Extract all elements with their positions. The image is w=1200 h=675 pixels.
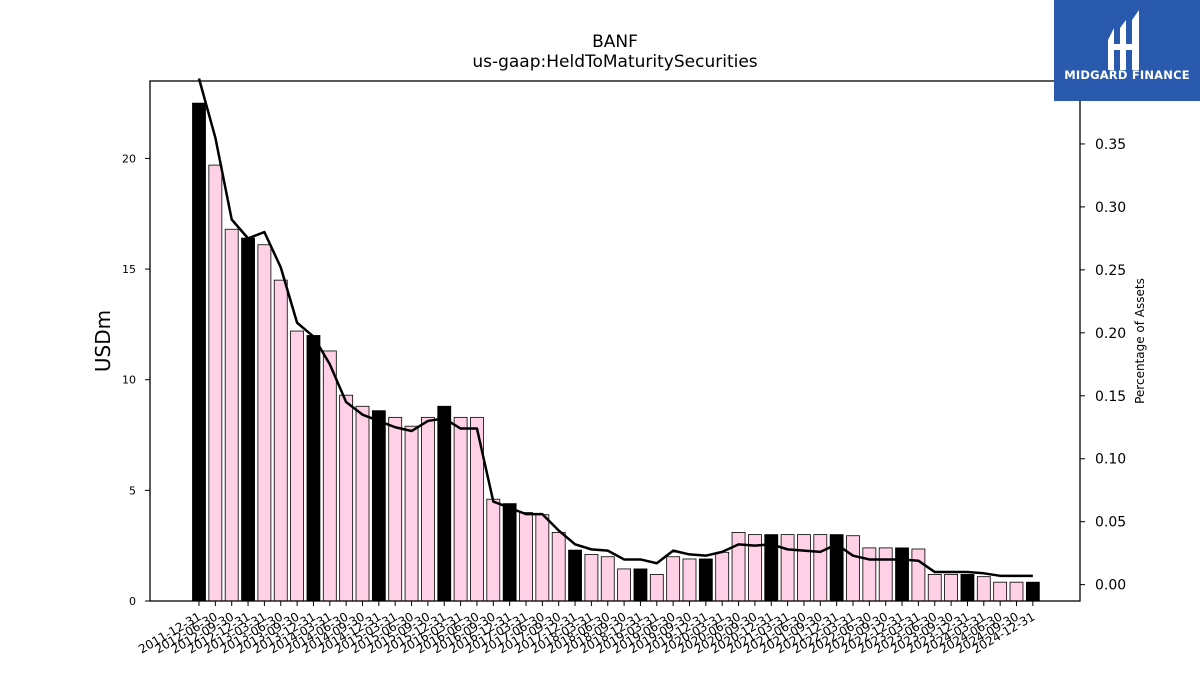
y2-tick-label: 0.05 xyxy=(1095,515,1126,531)
bar xyxy=(797,534,811,602)
bar xyxy=(780,534,795,602)
bar xyxy=(437,405,452,602)
bar xyxy=(404,425,419,602)
bar xyxy=(453,416,468,602)
midgard-logo-icon xyxy=(1108,10,1139,70)
bar xyxy=(731,532,746,602)
bar xyxy=(600,556,615,602)
bar xyxy=(715,551,730,602)
bar xyxy=(371,410,386,602)
y2-axis-label: Percentage of Assets xyxy=(1133,278,1147,404)
bar xyxy=(502,503,517,602)
y-tick-label: 20 xyxy=(122,152,136,165)
bar xyxy=(927,574,942,602)
chart-subtitle: us-gaap:HeldToMaturitySecurities xyxy=(472,52,758,72)
bar xyxy=(960,574,975,602)
y2-tick-label: 0.20 xyxy=(1095,326,1126,342)
bar xyxy=(1025,581,1040,602)
bar xyxy=(241,237,255,602)
y2-tick-label: 0.10 xyxy=(1095,452,1126,468)
y-tick-label: 15 xyxy=(122,263,136,276)
y2-tick-label: 0.00 xyxy=(1095,578,1126,594)
y-tick-label: 10 xyxy=(122,374,136,387)
bar xyxy=(290,330,305,602)
bar xyxy=(339,394,354,602)
bar xyxy=(617,568,631,602)
bar xyxy=(682,558,697,602)
bar xyxy=(535,514,550,602)
bar xyxy=(895,547,909,602)
plot-frame xyxy=(149,80,1081,602)
y2-tick-label: 0.25 xyxy=(1095,263,1126,279)
bar xyxy=(208,164,223,602)
percentage-line xyxy=(197,78,1033,578)
bar xyxy=(568,549,582,602)
bar xyxy=(584,554,599,602)
y-axis-label: USDm xyxy=(91,310,115,372)
y-tick-label: 0 xyxy=(129,595,136,608)
bar xyxy=(976,576,991,602)
y2-tick-label: 0.15 xyxy=(1095,389,1126,405)
chart-title: BANF xyxy=(592,32,638,52)
bar xyxy=(224,228,239,602)
bar xyxy=(813,534,828,602)
logo-text: MIDGARD FINANCE xyxy=(1064,68,1190,82)
bar xyxy=(666,556,681,602)
bar xyxy=(944,574,958,602)
bar xyxy=(273,279,288,602)
bar xyxy=(911,548,926,602)
bar xyxy=(355,405,370,602)
bar xyxy=(649,574,664,602)
bar xyxy=(862,547,877,602)
bar xyxy=(420,416,435,602)
bar xyxy=(1009,581,1024,602)
bar xyxy=(192,102,206,602)
bar xyxy=(519,512,533,602)
bar xyxy=(306,335,321,602)
bar xyxy=(257,244,272,602)
bar xyxy=(388,416,403,602)
bar xyxy=(846,535,860,602)
y-tick-label: 5 xyxy=(129,484,136,497)
bar xyxy=(878,547,893,602)
bar xyxy=(486,498,501,602)
bar xyxy=(551,532,566,602)
bar xyxy=(633,568,648,602)
bar xyxy=(993,581,1008,602)
bar xyxy=(698,558,713,602)
midgard-finance-logo: MIDGARD FINANCE xyxy=(1054,0,1200,101)
bar xyxy=(322,350,337,602)
y2-tick-label: 0.30 xyxy=(1095,200,1126,216)
y2-tick-label: 0.35 xyxy=(1095,137,1126,153)
